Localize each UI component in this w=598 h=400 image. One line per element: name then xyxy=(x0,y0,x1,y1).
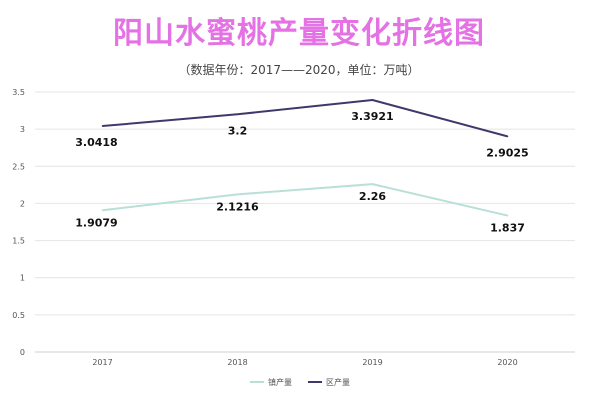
legend-label: 区产量 xyxy=(326,377,350,387)
data-point xyxy=(371,183,374,185)
data-point xyxy=(101,209,104,212)
data-label: 3.2 xyxy=(228,124,248,137)
y-tick-label: 0 xyxy=(20,348,25,357)
y-tick-label: 1 xyxy=(20,274,25,283)
data-label: 2.1216 xyxy=(216,200,259,213)
y-tick-label: 1.5 xyxy=(12,237,25,246)
data-point xyxy=(236,113,239,116)
data-point xyxy=(371,99,374,101)
chart-subtitle: （数据年份：2017——2020，单位：万吨） xyxy=(178,63,420,77)
data-label: 1.837 xyxy=(490,222,525,235)
x-tick-label: 2017 xyxy=(92,358,112,367)
data-point xyxy=(236,193,239,196)
y-tick-label: 2.5 xyxy=(12,162,25,171)
x-tick-label: 2019 xyxy=(362,358,382,367)
series-line xyxy=(102,183,508,217)
data-label: 3.0418 xyxy=(75,136,117,149)
y-tick-label: 0.5 xyxy=(12,311,25,320)
data-label: 3.3921 xyxy=(351,110,393,123)
y-tick-label: 2 xyxy=(20,199,25,208)
x-tick-label: 2020 xyxy=(497,358,517,367)
data-point xyxy=(506,214,509,217)
data-point xyxy=(506,135,509,138)
data-label: 2.9025 xyxy=(486,146,528,159)
data-label: 1.9079 xyxy=(75,216,117,229)
chart-title: 阳山水蜜桃产量变化折线图 xyxy=(113,16,485,51)
y-tick-label: 3 xyxy=(20,125,25,134)
data-label: 2.26 xyxy=(359,190,386,203)
series-line xyxy=(102,99,508,138)
legend-label: 镇产量 xyxy=(268,377,292,387)
data-point xyxy=(101,125,104,127)
x-tick-label: 2018 xyxy=(227,358,247,367)
y-tick-label: 3.5 xyxy=(12,88,25,97)
